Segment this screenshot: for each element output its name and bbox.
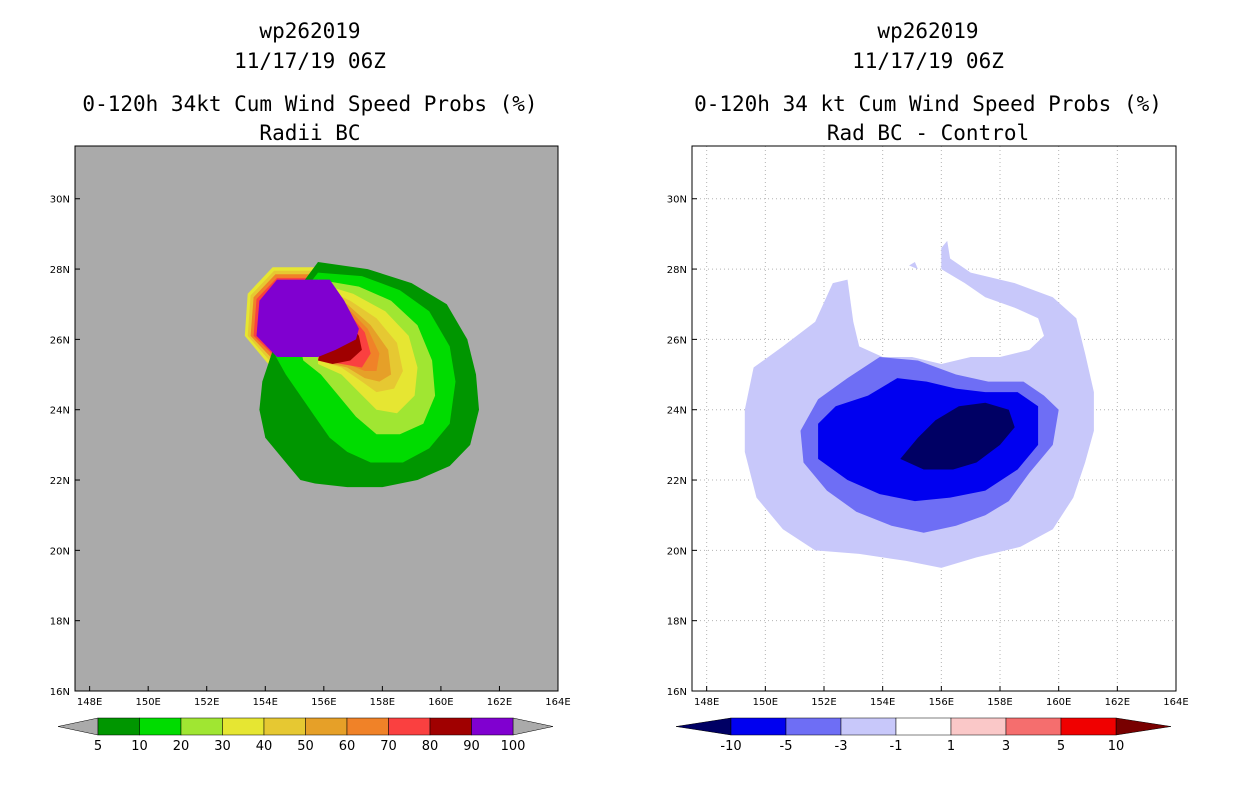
x-tick-label: 162E [1105, 697, 1130, 708]
x-tick-label: 156E [311, 697, 336, 708]
y-tick-label: 30N [50, 195, 70, 206]
colorbar-segment [1060, 717, 1117, 736]
x-tick-label: 164E [1163, 697, 1188, 708]
colorbar-segment [263, 717, 306, 736]
left-colorbar: 5 10 20 30 40 50 60 70 80 90 100 [57, 717, 554, 754]
colorbar-segment [840, 717, 897, 736]
left-title-line-1: wp262019 [259, 19, 360, 43]
x-tick-label: 160E [428, 697, 453, 708]
colorbar-segment [180, 717, 223, 736]
contour-island [909, 262, 918, 270]
contour-level-90 [256, 279, 359, 357]
y-tick-label: 28N [50, 265, 70, 276]
colorbar-label: 90 [463, 739, 480, 754]
left-title-line-3: 0-120h 34kt Cum Wind Speed Probs (%) [82, 92, 537, 116]
right-title-line-4: Rad BC - Control [827, 121, 1029, 145]
y-tick-label: 16N [667, 687, 687, 698]
colorbar-label: 10 [131, 739, 148, 754]
x-tick-label: 150E [135, 697, 160, 708]
colorbar-label: 70 [380, 739, 397, 754]
left-title-line-2: 11/17/19 06Z [234, 49, 386, 73]
colorbar-segment [950, 717, 1007, 736]
colorbar-under-triangle [57, 717, 99, 736]
colorbar-label: -5 [780, 739, 793, 754]
y-tick-label: 18N [667, 617, 687, 628]
y-tick-label: 26N [50, 335, 70, 346]
y-tick-label: 24N [50, 406, 70, 417]
colorbar-over-triangle [1115, 717, 1172, 736]
colorbar-under-triangle [675, 717, 732, 736]
colorbar-segment [895, 717, 952, 736]
x-tick-label: 148E [694, 697, 719, 708]
y-tick-label: 26N [667, 335, 687, 346]
colorbar-over-triangle [512, 717, 554, 736]
y-tick-label: 22N [50, 476, 70, 487]
colorbar-segment [730, 717, 787, 736]
y-tick-label: 20N [50, 546, 70, 557]
y-tick-label: 28N [667, 265, 687, 276]
x-tick-label: 150E [753, 697, 778, 708]
x-tick-label: 156E [929, 697, 954, 708]
colorbar-label: 50 [297, 739, 314, 754]
y-tick-label: 24N [667, 406, 687, 417]
colorbar-segment [471, 717, 514, 736]
right-colorbar: -10 -5 -3 -1 1 3 5 10 [675, 717, 1172, 754]
x-tick-label: 158E [370, 697, 395, 708]
right-title-line-2: 11/17/19 06Z [852, 49, 1004, 73]
colorbar-segment [429, 717, 472, 736]
colorbar-segment [346, 717, 389, 736]
colorbar-label: 80 [422, 739, 439, 754]
left-panel: wp262019 11/17/19 06Z 0-120h 34kt Cum Wi… [50, 19, 571, 754]
y-tick-label: 16N [50, 687, 70, 698]
right-title-line-3: 0-120h 34 kt Cum Wind Speed Probs (%) [694, 92, 1162, 116]
x-tick-label: 154E [253, 697, 278, 708]
colorbar-segment [97, 717, 140, 736]
colorbar-segment [305, 717, 348, 736]
colorbar-label: 10 [1108, 739, 1125, 754]
colorbar-label: -10 [720, 739, 741, 754]
x-tick-label: 154E [870, 697, 895, 708]
right-title-line-1: wp262019 [877, 19, 978, 43]
left-title-line-4: Radii BC [259, 121, 360, 145]
x-tick-label: 152E [811, 697, 836, 708]
x-tick-label: 152E [194, 697, 219, 708]
colorbar-label: -1 [890, 739, 903, 754]
colorbar-label: 40 [256, 739, 273, 754]
plot-frame [74, 145, 559, 692]
colorbar-label: 30 [214, 739, 231, 754]
y-tick-label: 22N [667, 476, 687, 487]
colorbar-label: 20 [173, 739, 190, 754]
right-plot-area: 148E 150E 152E 154E 156E 158E 160E 162E 164E 16N 1… [667, 145, 1189, 708]
y-tick-label: 30N [667, 195, 687, 206]
x-tick-label: 158E [987, 697, 1012, 708]
y-tick-label: 20N [667, 546, 687, 557]
colorbar-label: 60 [339, 739, 356, 754]
x-tick-label: 160E [1046, 697, 1071, 708]
x-tick-label: 164E [545, 697, 570, 708]
colorbar-label: 5 [94, 739, 102, 754]
contour-level-neg10 [900, 402, 1015, 470]
right-panel: wp262019 11/17/19 06Z 0-120h 34 kt Cum W… [667, 19, 1189, 754]
y-tick-label: 18N [50, 617, 70, 628]
x-tick-label: 162E [487, 697, 512, 708]
colorbar-label: 100 [501, 739, 526, 754]
colorbar-segment [139, 717, 182, 736]
plot-frame [691, 145, 1177, 692]
colorbar-label: 5 [1057, 739, 1065, 754]
colorbar-segment [785, 717, 842, 736]
colorbar-segment [1005, 717, 1062, 736]
x-tick-label: 148E [77, 697, 102, 708]
colorbar-label: 3 [1002, 739, 1010, 754]
left-plot-area: 148E 150E 152E 154E 156E 158E 160E 162E 164E 16N 1… [50, 145, 571, 708]
colorbar-label: -3 [835, 739, 848, 754]
colorbar-segment [222, 717, 265, 736]
colorbar-segment [388, 717, 431, 736]
colorbar-label: 1 [947, 739, 955, 754]
